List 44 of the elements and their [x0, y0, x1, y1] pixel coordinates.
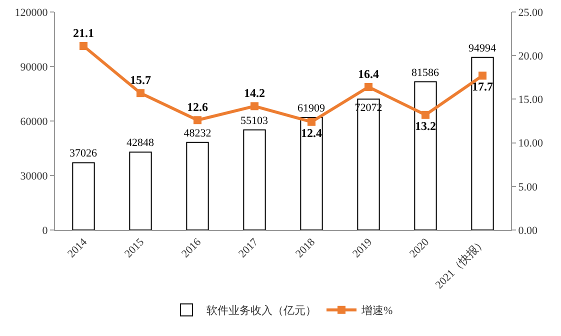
- data-label: 12.6: [187, 100, 208, 114]
- y-tick-label: 0: [42, 224, 48, 237]
- bar: [471, 56, 494, 230]
- bar: [243, 129, 266, 230]
- point: [194, 116, 202, 124]
- data-label: 17.7: [472, 80, 493, 94]
- data-label: 81586: [412, 66, 440, 79]
- point: [250, 102, 258, 110]
- data-label: 15.7: [130, 73, 151, 88]
- point: [422, 110, 430, 119]
- point: [80, 42, 88, 50]
- legend-label: 软件业务收入（亿元）: [206, 304, 316, 318]
- y-tick-label: 30000: [20, 170, 48, 182]
- y2-tick-label: 20.00: [518, 50, 544, 62]
- legend-label: 增速%: [360, 304, 393, 318]
- bar: [129, 152, 152, 230]
- data-label: 21.1: [73, 26, 94, 40]
- y-tick-label: 120000: [14, 6, 48, 19]
- y2-tick-label: 10.00: [518, 138, 544, 150]
- data-label: 12.4: [301, 126, 322, 140]
- bar: [414, 81, 437, 230]
- bar: [357, 98, 380, 230]
- y-tick-label: 60000: [20, 116, 48, 128]
- y2-tick-label: 5.00: [518, 181, 538, 194]
- bar: [72, 162, 95, 230]
- data-label: 61909: [298, 102, 326, 115]
- data-label: 55103: [240, 114, 268, 127]
- data-label: 16.4: [358, 66, 379, 81]
- data-label: 14.2: [244, 86, 265, 100]
- data-label: 37026: [70, 148, 98, 160]
- data-label: 94994: [468, 42, 496, 54]
- y2-tick-label: 25.00: [518, 6, 544, 19]
- y-tick-label: 90000: [20, 61, 48, 74]
- data-label: 48232: [184, 127, 212, 140]
- y2-tick-label: 0.00: [518, 224, 538, 237]
- point: [308, 118, 316, 126]
- data-label: 42848: [126, 137, 154, 150]
- point: [136, 89, 144, 98]
- bar: [300, 117, 323, 230]
- data-label: 13.2: [415, 118, 436, 133]
- y2-tick-label: 15.00: [518, 94, 544, 106]
- bar: [186, 142, 209, 230]
- point: [364, 82, 372, 91]
- point: [478, 72, 486, 80]
